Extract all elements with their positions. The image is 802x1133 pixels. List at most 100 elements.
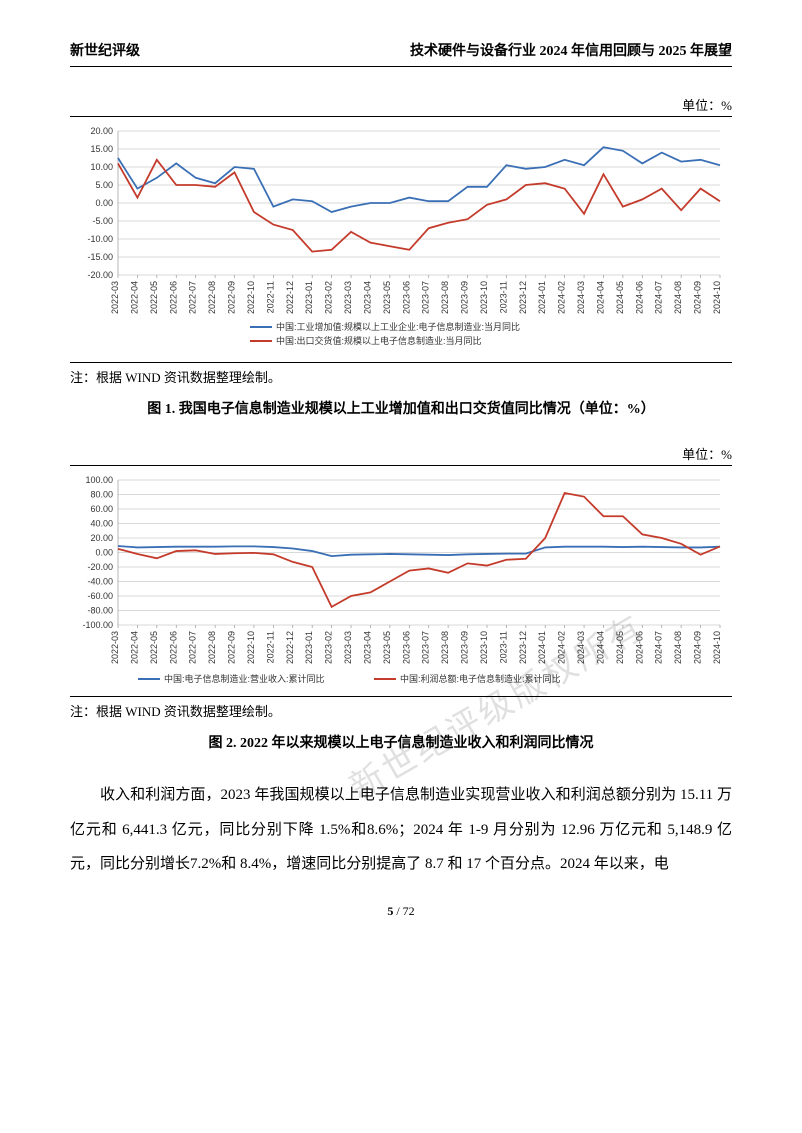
svg-text:2023-01: 2023-01: [304, 631, 314, 664]
svg-text:2024-01: 2024-01: [537, 631, 547, 664]
svg-text:2022-07: 2022-07: [188, 631, 198, 664]
svg-text:2023-06: 2023-06: [401, 281, 411, 314]
page-current: 5: [387, 904, 393, 918]
svg-text:20.00: 20.00: [90, 533, 113, 543]
svg-text:-5.00: -5.00: [92, 216, 113, 226]
chart1-unit: 单位：%: [70, 95, 732, 117]
svg-text:2024-04: 2024-04: [595, 631, 605, 664]
svg-text:2022-11: 2022-11: [265, 281, 275, 313]
svg-text:2023-01: 2023-01: [304, 281, 314, 314]
chart2-container: -100.00 -80.00 -60.00 -40.00 -20.00 0.00 20.00…: [70, 472, 732, 697]
svg-text:2022-06: 2022-06: [168, 631, 178, 664]
svg-text:2022-04: 2022-04: [129, 631, 139, 664]
svg-text:2022-09: 2022-09: [227, 281, 237, 314]
chart1-svg: -20.00-15.00-10.00-5.000.005.0010.0015.0…: [70, 123, 730, 353]
svg-text:2023-07: 2023-07: [421, 631, 431, 664]
chart2-note: 注：根据 WIND 资讯数据整理绘制。: [70, 701, 732, 720]
svg-text:40.00: 40.00: [90, 519, 113, 529]
svg-text:2023-09: 2023-09: [460, 631, 470, 664]
svg-text:中国:电子信息制造业:营业收入:累计同比: 中国:电子信息制造业:营业收入:累计同比: [164, 673, 325, 684]
svg-text:2023-03: 2023-03: [343, 281, 353, 314]
svg-text:-80.00: -80.00: [87, 606, 113, 616]
svg-text:-15.00: -15.00: [87, 252, 113, 262]
svg-text:2023-05: 2023-05: [382, 631, 392, 664]
svg-text:0.00: 0.00: [95, 548, 113, 558]
svg-text:2022-06: 2022-06: [168, 281, 178, 314]
svg-text:2024-02: 2024-02: [557, 281, 567, 314]
svg-text:2022-08: 2022-08: [207, 631, 217, 664]
svg-text:-100.00: -100.00: [82, 620, 113, 630]
svg-text:2023-08: 2023-08: [440, 281, 450, 314]
chart2-caption: 图 2. 2022 年以来规模以上电子信息制造业收入和利润同比情况: [70, 732, 732, 752]
svg-text:2024-03: 2024-03: [576, 281, 586, 314]
svg-text:-20.00: -20.00: [87, 562, 113, 572]
svg-text:2022-07: 2022-07: [188, 281, 198, 314]
header-left: 新世纪评级: [70, 40, 140, 60]
svg-text:-20.00: -20.00: [87, 270, 113, 280]
svg-text:0.00: 0.00: [95, 198, 113, 208]
svg-text:2024-08: 2024-08: [673, 281, 683, 314]
svg-text:2023-02: 2023-02: [324, 631, 334, 664]
svg-text:60.00: 60.00: [90, 504, 113, 514]
svg-text:2023-08: 2023-08: [440, 631, 450, 664]
svg-text:2023-10: 2023-10: [479, 631, 489, 664]
page-header: 新世纪评级 技术硬件与设备行业 2024 年信用回顾与 2025 年展望: [70, 40, 732, 67]
svg-text:2024-09: 2024-09: [693, 281, 703, 314]
body-paragraph: 收入和利润方面，2023 年我国规模以上电子信息制造业实现营业收入和利润总额分别…: [70, 778, 732, 882]
svg-text:2022-12: 2022-12: [285, 631, 295, 664]
svg-text:2023-04: 2023-04: [362, 631, 372, 664]
svg-text:2024-01: 2024-01: [537, 281, 547, 314]
chart2-svg: -100.00 -80.00 -60.00 -40.00 -20.00 0.00 20.00…: [70, 472, 730, 687]
chart2-unit: 单位：%: [70, 444, 732, 466]
svg-text:2024-09: 2024-09: [693, 631, 703, 664]
svg-text:2024-03: 2024-03: [576, 631, 586, 664]
svg-text:2023-05: 2023-05: [382, 281, 392, 314]
svg-text:100.00: 100.00: [85, 475, 113, 485]
svg-text:10.00: 10.00: [90, 162, 113, 172]
svg-text:2023-02: 2023-02: [324, 281, 334, 314]
svg-text:2022-09: 2022-09: [227, 631, 237, 664]
svg-text:2023-03: 2023-03: [343, 631, 353, 664]
svg-text:2023-10: 2023-10: [479, 281, 489, 314]
svg-text:2023-11: 2023-11: [498, 281, 508, 313]
svg-text:-10.00: -10.00: [87, 234, 113, 244]
svg-text:20.00: 20.00: [90, 126, 113, 136]
svg-text:2023-04: 2023-04: [362, 281, 372, 314]
svg-text:2023-12: 2023-12: [518, 281, 528, 314]
svg-text:2023-11: 2023-11: [498, 631, 508, 663]
svg-text:2023-06: 2023-06: [401, 631, 411, 664]
svg-text:2024-04: 2024-04: [595, 281, 605, 314]
svg-text:2024-10: 2024-10: [712, 281, 722, 314]
svg-text:-60.00: -60.00: [87, 591, 113, 601]
svg-text:2022-03: 2022-03: [110, 281, 120, 314]
svg-text:2024-05: 2024-05: [615, 631, 625, 664]
svg-text:2024-06: 2024-06: [634, 631, 644, 664]
svg-text:-40.00: -40.00: [87, 577, 113, 587]
svg-text:中国:出口交货值:规模以上电子信息制造业:当月同比: 中国:出口交货值:规模以上电子信息制造业:当月同比: [276, 335, 482, 346]
svg-text:2022-10: 2022-10: [246, 631, 256, 664]
svg-text:2023-12: 2023-12: [518, 631, 528, 664]
svg-text:2022-05: 2022-05: [149, 281, 159, 314]
svg-text:2023-09: 2023-09: [460, 281, 470, 314]
svg-text:80.00: 80.00: [90, 490, 113, 500]
svg-text:2024-10: 2024-10: [712, 631, 722, 664]
svg-text:2024-02: 2024-02: [557, 631, 567, 664]
chart1-container: -20.00-15.00-10.00-5.000.005.0010.0015.0…: [70, 123, 732, 363]
chart1-caption: 图 1. 我国电子信息制造业规模以上工业增加值和出口交货值同比情况（单位：%）: [70, 398, 732, 418]
svg-text:15.00: 15.00: [90, 144, 113, 154]
svg-text:2024-07: 2024-07: [654, 631, 664, 664]
svg-text:2022-03: 2022-03: [110, 631, 120, 664]
svg-text:2022-10: 2022-10: [246, 281, 256, 314]
page-total: 72: [403, 904, 415, 918]
svg-text:中国:工业增加值:规模以上工业企业:电子信息制造业:当月同比: 中国:工业增加值:规模以上工业企业:电子信息制造业:当月同比: [276, 321, 520, 332]
svg-text:2024-07: 2024-07: [654, 281, 664, 314]
page-number: 5 / 72: [70, 904, 732, 919]
svg-text:2024-08: 2024-08: [673, 631, 683, 664]
svg-text:2022-05: 2022-05: [149, 631, 159, 664]
svg-text:2022-12: 2022-12: [285, 281, 295, 314]
svg-text:2023-07: 2023-07: [421, 281, 431, 314]
header-right: 技术硬件与设备行业 2024 年信用回顾与 2025 年展望: [410, 40, 732, 60]
svg-text:2022-08: 2022-08: [207, 281, 217, 314]
svg-text:2024-06: 2024-06: [634, 281, 644, 314]
svg-text:2024-05: 2024-05: [615, 281, 625, 314]
